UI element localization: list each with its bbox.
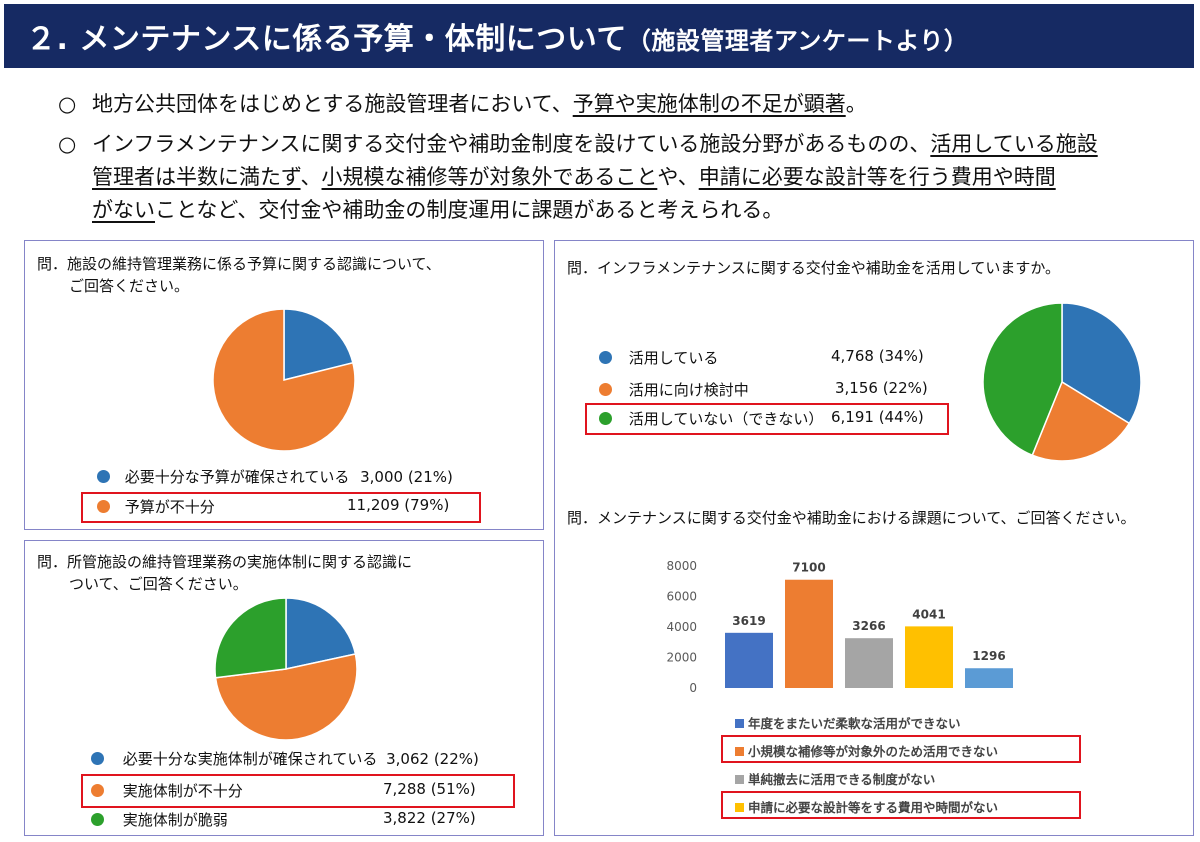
gray-square-icon — [735, 775, 744, 784]
issues-legend-item-4: 申請に必要な設計等をする費用や時間がない — [735, 797, 998, 816]
bar-data-label: 3619 — [732, 614, 765, 628]
yellow-square-icon — [735, 803, 744, 812]
bar — [905, 626, 953, 688]
y-tick-label: 0 — [689, 681, 697, 695]
issues-legend-item-3: 単純撤去に活用できる制度がない — [735, 769, 935, 788]
issues-highlight-box-1 — [721, 735, 1081, 763]
blue-dot-icon — [91, 752, 104, 765]
usage-highlight-box — [585, 403, 949, 435]
blue-dot-icon — [97, 470, 110, 483]
usage-legend-item-2: 活用に向け検討中 — [599, 379, 749, 400]
blue-square-icon — [735, 719, 744, 728]
issues-legend-item-2: 小規模な補修等が対象外のため活用できない — [735, 741, 998, 760]
usage-legend-value-2: 3,156 (22%) — [835, 379, 928, 397]
bar — [785, 579, 833, 688]
orange-dot-icon — [91, 784, 104, 797]
page-title: ２. メンテナンスに係る予算・体制について（施設管理者アンケートより） — [26, 22, 969, 57]
issues-bar-chart: 0 2000 4000 6000 8000 3619 7100 3266 4041 1296 — [666, 559, 1013, 695]
pie-slice-2 — [1031, 380, 1131, 462]
staff-panel: 問．所管施設の維持管理業務の実施体制に関する認識に ついて、ご回答ください。 必… — [24, 540, 544, 836]
budget-pie-chart — [212, 308, 356, 452]
issues-question: 問．メンテナンスに関する交付金や補助金における課題について、ご回答ください。 — [567, 509, 1136, 527]
budget-legend-item-1: 必要十分な予算が確保されている 3,000 (21%) — [97, 466, 453, 487]
page-subtitle: （施設管理者アンケートより） — [626, 27, 969, 55]
budget-legend-item-2: 予算が不十分 — [97, 496, 215, 517]
subsidy-panel: 問．インフラメンテナンスに関する交付金や補助金を活用していますか。 活用している… — [554, 240, 1194, 836]
orange-dot-icon — [97, 500, 110, 513]
bar-data-label: 4041 — [912, 607, 945, 621]
budget-highlight-box — [81, 492, 481, 523]
bullet-mark: ○ — [58, 132, 77, 156]
usage-legend-value-3: 6,191 (44%) — [831, 408, 924, 426]
bar-data-label: 7100 — [792, 561, 825, 575]
bullet-mark: ○ — [58, 92, 77, 116]
bullet-1: ○ 地方公共団体をはじめとする施設管理者において、予算や実施体制の不足が顕著。 — [58, 88, 867, 121]
budget-panel: 問．施設の維持管理業務に係る予算に関する認識について、 ご回答ください。 必要十… — [24, 240, 544, 530]
pie-slice-3 — [214, 597, 287, 679]
staff-legend-item-3: 実施体制が脆弱 — [91, 809, 228, 830]
staff-legend-item-1: 必要十分な実施体制が確保されている 3,062 (22%) — [91, 748, 479, 769]
usage-legend-item-1: 活用している — [599, 347, 718, 368]
staff-legend-item-2: 実施体制が不十分 — [91, 780, 243, 801]
orange-square-icon — [735, 747, 744, 756]
orange-dot-icon — [599, 383, 612, 396]
usage-legend-item-3: 活用していない（できない） — [599, 408, 823, 429]
bar — [845, 638, 893, 688]
pie-slice-3 — [982, 302, 1063, 457]
staff-legend-value-3: 3,822 (27%) — [383, 809, 476, 827]
y-tick-label: 2000 — [666, 651, 697, 665]
pie-slice-2 — [214, 653, 358, 741]
staff-question: 問．所管施設の維持管理業務の実施体制に関する認識に ついて、ご回答ください。 — [37, 553, 413, 593]
bar — [965, 668, 1013, 688]
budget-legend-value-2: 11,209 (79%) — [347, 496, 450, 514]
blue-dot-icon — [599, 351, 612, 364]
bullet-2-line-3: がないことなど、交付金や補助金の制度運用に課題があると考えられる。 — [92, 198, 784, 222]
pie-slice-1 — [285, 597, 357, 670]
issues-legend-item-1: 年度をまたいだ柔軟な活用ができない — [735, 713, 961, 732]
bar-data-label: 1296 — [972, 649, 1005, 663]
budget-question: 問．施設の維持管理業務に係る予算に関する認識について、 ご回答ください。 — [37, 255, 441, 295]
green-dot-icon — [91, 813, 104, 826]
usage-legend-value-1: 4,768 (34%) — [831, 347, 924, 365]
y-tick-label: 6000 — [666, 590, 697, 604]
bar-data-label: 3266 — [852, 619, 885, 633]
bar — [725, 632, 773, 688]
usage-pie-chart — [982, 302, 1142, 462]
issues-highlight-box-2 — [721, 791, 1081, 819]
green-dot-icon — [599, 412, 612, 425]
pie-slice-1 — [283, 308, 354, 381]
staff-pie-chart — [214, 597, 358, 741]
staff-highlight-box — [81, 774, 515, 808]
bullet-2-line-2: 管理者は半数に満たず、小規模な補修等が対象外であることや、申請に必要な設計等を行… — [92, 165, 1056, 189]
bullet-2: ○ インフラメンテナンスに関する交付金や補助金制度を設けている施設分野があるものの… — [58, 128, 1098, 161]
staff-legend-value-2: 7,288 (51%) — [383, 780, 476, 798]
usage-question: 問．インフラメンテナンスに関する交付金や補助金を活用していますか。 — [567, 259, 1061, 277]
header-bar: ２. メンテナンスに係る予算・体制について（施設管理者アンケートより） — [4, 4, 1194, 68]
pie-slice-2 — [212, 308, 356, 452]
y-tick-label: 4000 — [666, 620, 697, 634]
y-tick-label: 8000 — [666, 559, 697, 573]
